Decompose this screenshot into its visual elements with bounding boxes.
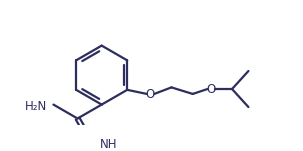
Text: O: O: [206, 83, 215, 96]
Text: O: O: [145, 88, 155, 101]
Text: H₂N: H₂N: [25, 100, 47, 113]
Text: NH: NH: [100, 138, 117, 151]
